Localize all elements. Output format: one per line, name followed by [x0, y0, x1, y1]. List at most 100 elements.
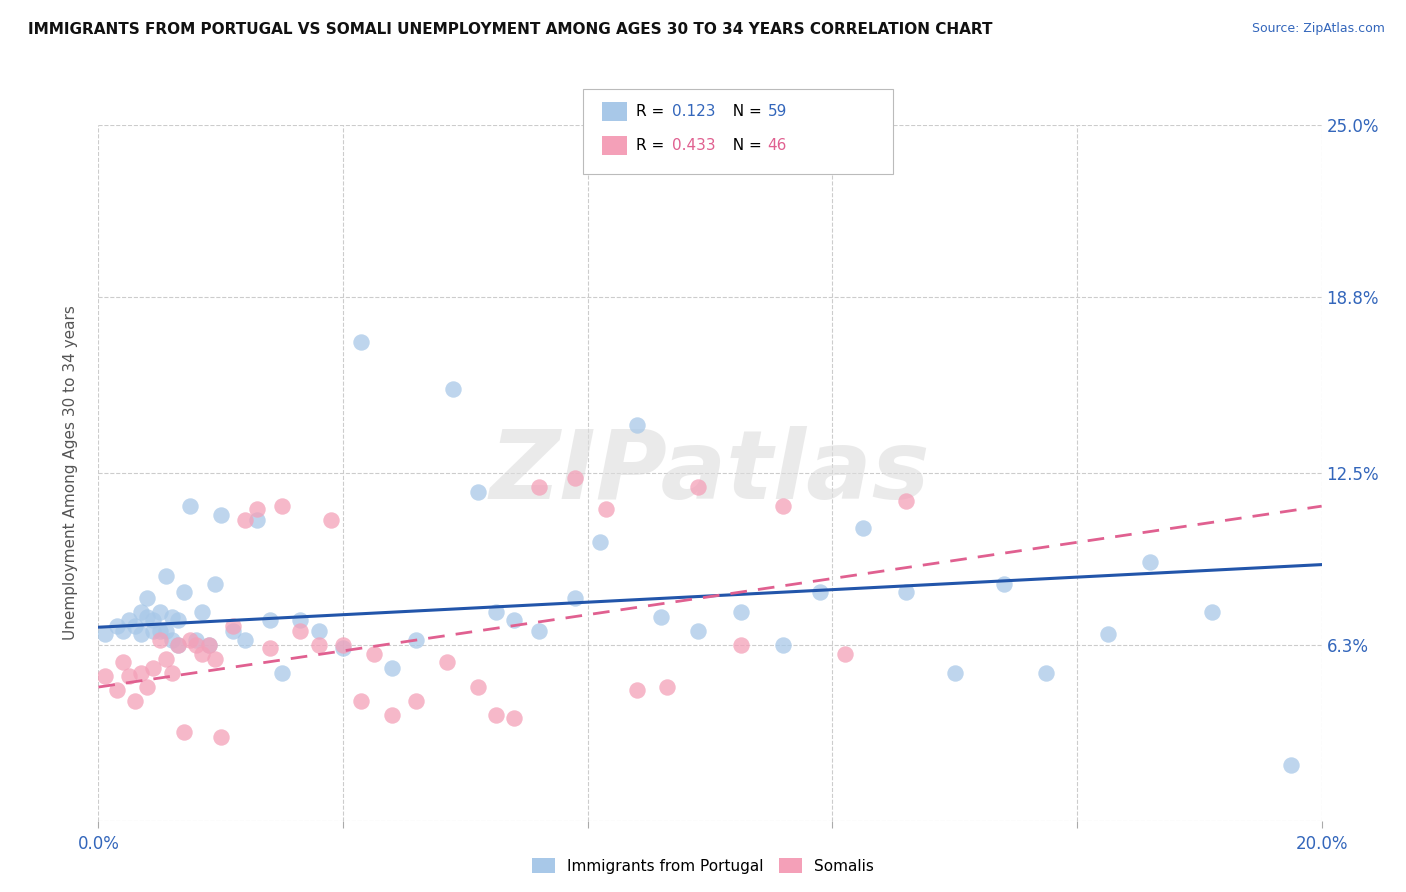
Point	[160, 666, 183, 681]
Point	[308, 624, 330, 639]
Point	[527, 480, 550, 494]
Text: 0.433: 0.433	[672, 138, 716, 153]
Text: Source: ZipAtlas.com: Source: ZipAtlas.com	[1251, 22, 1385, 36]
Y-axis label: Unemployment Among Ages 30 to 34 years: Unemployment Among Ages 30 to 34 years	[63, 305, 77, 640]
Point	[772, 638, 794, 652]
Point	[993, 577, 1015, 591]
Point	[319, 513, 342, 527]
Point	[1035, 666, 1057, 681]
Point	[186, 632, 208, 647]
Point	[485, 707, 508, 722]
Text: 0.123: 0.123	[672, 104, 716, 119]
Point	[179, 499, 201, 513]
Point	[197, 638, 219, 652]
Point	[142, 660, 165, 674]
Point	[129, 627, 152, 641]
Point	[259, 641, 281, 656]
Point	[381, 707, 404, 722]
Text: N =: N =	[723, 138, 766, 153]
Point	[1201, 605, 1223, 619]
Point	[149, 632, 172, 647]
Point	[186, 638, 208, 652]
Point	[129, 666, 152, 681]
Point	[259, 613, 281, 627]
Point	[197, 638, 219, 652]
Point	[436, 655, 458, 669]
Text: ZIPatlas: ZIPatlas	[489, 426, 931, 519]
Point	[204, 652, 226, 666]
Point	[834, 647, 856, 661]
Text: 46: 46	[768, 138, 787, 153]
Point	[246, 502, 269, 516]
Point	[894, 585, 917, 599]
Point	[650, 610, 672, 624]
Point	[142, 624, 165, 639]
Point	[657, 680, 679, 694]
Point	[270, 499, 292, 513]
Point	[564, 471, 586, 485]
Point	[381, 660, 404, 674]
Text: IMMIGRANTS FROM PORTUGAL VS SOMALI UNEMPLOYMENT AMONG AGES 30 TO 34 YEARS CORREL: IMMIGRANTS FROM PORTUGAL VS SOMALI UNEMP…	[28, 22, 993, 37]
Point	[503, 613, 526, 627]
Point	[222, 619, 245, 633]
Point	[730, 605, 752, 619]
Point	[149, 624, 172, 639]
Point	[527, 624, 550, 639]
Point	[118, 613, 141, 627]
Point	[246, 513, 269, 527]
Point	[93, 669, 115, 683]
Point	[111, 624, 134, 639]
Point	[149, 605, 172, 619]
Text: R =: R =	[636, 104, 669, 119]
Point	[191, 605, 214, 619]
Point	[155, 624, 177, 639]
Point	[129, 605, 152, 619]
Point	[441, 382, 464, 396]
Point	[124, 694, 146, 708]
Point	[233, 513, 256, 527]
Text: R =: R =	[636, 138, 669, 153]
Point	[589, 535, 612, 549]
Point	[160, 610, 183, 624]
Point	[405, 694, 427, 708]
Text: N =: N =	[723, 104, 766, 119]
Point	[204, 577, 226, 591]
Point	[111, 655, 134, 669]
Point	[852, 521, 875, 535]
Point	[595, 502, 617, 516]
Point	[160, 632, 183, 647]
Point	[179, 632, 201, 647]
Point	[626, 682, 648, 697]
Point	[173, 585, 195, 599]
Point	[626, 418, 648, 433]
Point	[290, 624, 312, 639]
Point	[167, 638, 190, 652]
Point	[308, 638, 330, 652]
Point	[142, 613, 165, 627]
Point	[894, 493, 917, 508]
Point	[167, 613, 190, 627]
Text: 59: 59	[768, 104, 787, 119]
Point	[118, 669, 141, 683]
Point	[485, 605, 508, 619]
Point	[332, 641, 354, 656]
Point	[124, 619, 146, 633]
Point	[332, 638, 354, 652]
Point	[350, 334, 373, 349]
Point	[405, 632, 427, 647]
Point	[136, 591, 159, 605]
Point	[564, 591, 586, 605]
Point	[808, 585, 831, 599]
Point	[209, 730, 232, 744]
Point	[730, 638, 752, 652]
Point	[503, 711, 526, 725]
Point	[105, 682, 128, 697]
Point	[155, 652, 177, 666]
Point	[173, 724, 195, 739]
Point	[350, 694, 373, 708]
Point	[209, 508, 232, 522]
Point	[222, 624, 245, 639]
Point	[772, 499, 794, 513]
Point	[290, 613, 312, 627]
Point	[467, 485, 489, 500]
